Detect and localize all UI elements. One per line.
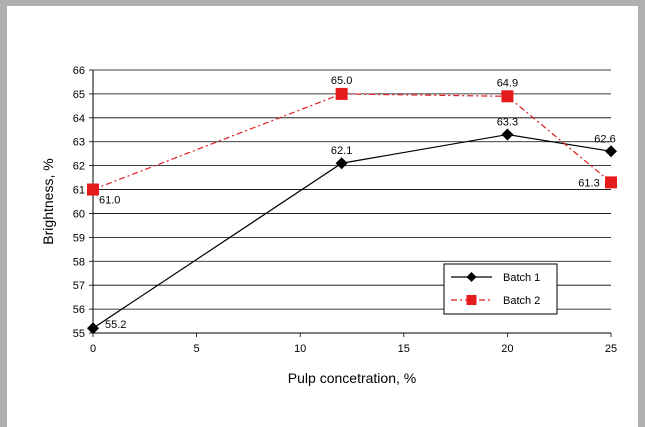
legend-label-batch-1: Batch 1 (503, 272, 540, 284)
y-tick-label: 61 (73, 185, 85, 197)
frame-top-border (0, 0, 645, 6)
frame-right-border (638, 0, 645, 427)
y-tick-label: 62 (73, 161, 85, 173)
x-tick-label: 5 (194, 343, 200, 355)
y-tick-label: 59 (73, 232, 85, 244)
x-tick-label: 0 (90, 343, 96, 355)
data-point-batch-1 (87, 322, 99, 335)
y-tick-label: 66 (73, 65, 85, 77)
y-axis-label: Brightness, % (40, 158, 56, 244)
data-point-batch-2 (87, 183, 99, 196)
x-tick-label: 10 (294, 343, 306, 355)
y-tick-label: 57 (73, 280, 85, 292)
data-label: 61.0 (99, 195, 120, 207)
series-line-batch-2 (92, 93, 612, 191)
data-label: 55.2 (105, 319, 126, 331)
data-point-batch-2 (605, 176, 617, 189)
x-tick-label: 25 (605, 343, 617, 355)
x-axis-label: Pulp concetration, % (288, 370, 416, 386)
legend: Batch 1 Batch 2 (443, 263, 558, 315)
legend-box (443, 263, 558, 315)
data-point-batch-2 (501, 90, 514, 103)
data-label: 61.3 (578, 177, 599, 189)
data-labels: 55.2 62.1 63.3 62.6 61.0 65.0 64.9 61.3 (99, 75, 616, 331)
data-point-batch-1 (605, 145, 617, 158)
data-point-batch-1 (335, 157, 348, 170)
x-tick-label: 15 (398, 343, 410, 355)
x-tick-labels: 0 5 10 15 20 25 (90, 343, 617, 355)
y-tick-label: 65 (73, 89, 85, 101)
legend-marker-batch-1 (466, 272, 477, 282)
y-tick-label: 60 (73, 208, 85, 220)
data-point-batch-1 (501, 128, 514, 141)
y-tick-labels: 55 56 57 58 59 60 61 62 63 64 65 66 (73, 65, 85, 340)
x-tick-label: 20 (501, 343, 513, 355)
y-tick-label: 63 (73, 137, 85, 149)
legend-marker-batch-2 (466, 295, 477, 305)
legend-label-batch-2: Batch 2 (503, 295, 540, 307)
y-tick-label: 55 (73, 328, 85, 340)
data-label: 64.9 (497, 77, 518, 89)
data-label: 65.0 (331, 75, 352, 87)
y-tick-label: 56 (73, 304, 85, 316)
data-label: 62.1 (331, 145, 352, 157)
series-line-batch-1 (92, 133, 612, 329)
data-point-batch-2 (335, 87, 348, 100)
data-label: 62.6 (594, 133, 615, 145)
y-tick-label: 58 (73, 256, 85, 268)
data-label: 63.3 (497, 117, 518, 129)
series-group (87, 87, 617, 335)
y-tick-label: 64 (73, 113, 85, 125)
frame-left-border (0, 0, 7, 427)
